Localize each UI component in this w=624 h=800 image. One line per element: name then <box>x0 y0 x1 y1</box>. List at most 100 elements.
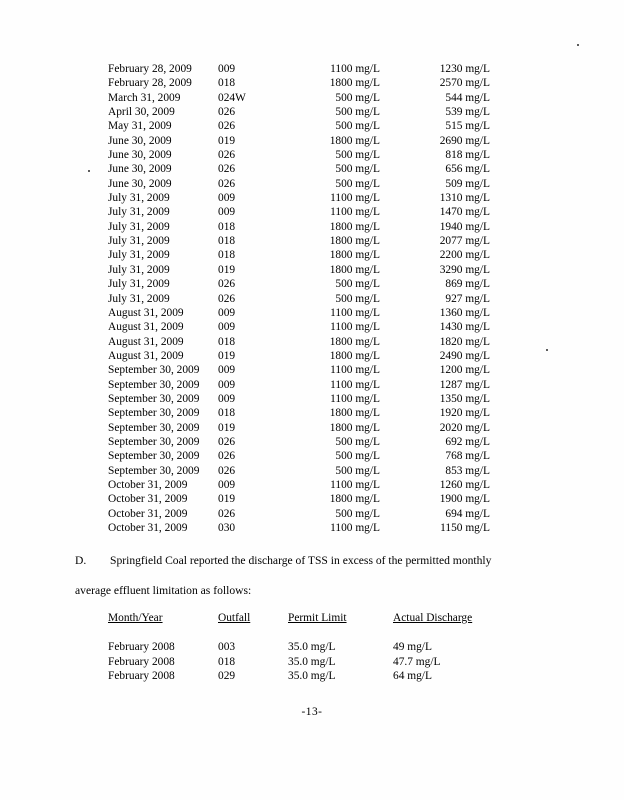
table-cell-actual-discharge: 1820 mg/L <box>439 335 490 348</box>
column-header-permit-limit: Permit Limit <box>288 612 347 624</box>
table-cell-outfall: 009 <box>218 478 236 491</box>
table-cell-outfall: 009 <box>218 321 236 334</box>
table-cell-permit-limit: 1800 mg/L <box>329 263 380 276</box>
table-cell-actual-discharge: 2570 mg/L <box>439 77 490 90</box>
table-row: July 31, 2009 009 1100 mg/L 1470 mg/L <box>108 205 508 219</box>
table-cell-actual-discharge: 768 mg/L <box>445 450 490 463</box>
table-row: August 31, 2009 009 1100 mg/L 1430 mg/L <box>108 320 508 334</box>
table-cell-permit-limit: 1100 mg/L <box>330 306 380 319</box>
table-cell-outfall: 026 <box>218 163 236 176</box>
table-cell-date: September 30, 2009 <box>108 464 200 477</box>
table-cell-permit-limit: 35.0 mg/L <box>288 655 336 668</box>
table-cell-date: October 31, 2009 <box>108 478 188 491</box>
table-row: February 28, 2009 018 1800 mg/L 2570 mg/L <box>108 76 508 90</box>
table-cell-actual-discharge: 869 mg/L <box>445 278 490 291</box>
table-cell-permit-limit: 1100 mg/L <box>330 192 380 205</box>
table-row: September 30, 2009 018 1800 mg/L 1920 mg/L <box>108 406 508 420</box>
table-cell-date: March 31, 2009 <box>108 91 181 104</box>
table-cell-permit-limit: 500 mg/L <box>335 106 380 119</box>
scan-speck <box>546 349 548 351</box>
table-cell-actual-discharge: 544 mg/L <box>445 91 490 104</box>
table-cell-actual-discharge: 656 mg/L <box>445 163 490 176</box>
table-cell-date: September 30, 2009 <box>108 364 200 377</box>
table-cell-permit-limit: 500 mg/L <box>335 278 380 291</box>
table-cell-actual-discharge: 1360 mg/L <box>439 306 490 319</box>
table-cell-outfall: 018 <box>218 77 236 90</box>
table-row: August 31, 2009 019 1800 mg/L 2490 mg/L <box>108 349 508 363</box>
exceedance-table-continued: February 28, 2009 009 1100 mg/L 1230 mg/L Fe… <box>108 62 508 535</box>
table-cell-permit-limit: 1100 mg/L <box>330 321 380 334</box>
table-cell-date: July 31, 2009 <box>108 278 170 291</box>
table-cell-month-year: February 2008 <box>108 655 175 668</box>
paragraph-d: D. Springfield Coal reported the dischar… <box>75 552 545 597</box>
table-cell-date: July 31, 2009 <box>108 249 170 262</box>
table-cell-outfall: 009 <box>218 206 236 219</box>
table-cell-permit-limit: 1100 mg/L <box>330 478 380 491</box>
table-cell-date: September 30, 2009 <box>108 450 200 463</box>
page-number: -13- <box>301 706 323 718</box>
table-cell-permit-limit: 1800 mg/L <box>329 421 380 434</box>
table-row: August 31, 2009 018 1800 mg/L 1820 mg/L <box>108 335 508 349</box>
table-cell-permit-limit: 1100 mg/L <box>330 206 380 219</box>
table-cell-actual-discharge: 1430 mg/L <box>439 321 490 334</box>
table-cell-date: August 31, 2009 <box>108 321 184 334</box>
table-cell-date: June 30, 2009 <box>108 134 172 147</box>
table-cell-actual-discharge: 2200 mg/L <box>439 249 490 262</box>
table-cell-actual-discharge: 2690 mg/L <box>439 134 490 147</box>
table-cell-outfall: 018 <box>218 235 236 248</box>
table-row: October 31, 2009 009 1100 mg/L 1260 mg/L <box>108 478 508 492</box>
table-cell-outfall: 026 <box>218 149 236 162</box>
column-header-actual-discharge: Actual Discharge <box>393 612 473 624</box>
table-row: June 30, 2009 026 500 mg/L 656 mg/L <box>108 162 508 176</box>
table-cell-outfall: 019 <box>218 263 236 276</box>
table-cell-actual-discharge: 2490 mg/L <box>439 349 490 362</box>
table-cell-actual-discharge: 1900 mg/L <box>439 493 490 506</box>
table-cell-permit-limit: 1800 mg/L <box>329 407 380 420</box>
table-row: June 30, 2009 019 1800 mg/L 2690 mg/L <box>108 134 508 148</box>
table-cell-permit-limit: 500 mg/L <box>335 292 380 305</box>
table-cell-outfall: 009 <box>218 63 236 75</box>
table-cell-outfall: 019 <box>218 134 236 147</box>
table-cell-outfall: 026 <box>218 120 236 133</box>
table-row: June 30, 2009 026 500 mg/L 818 mg/L <box>108 148 508 162</box>
table-cell-outfall: 018 <box>218 407 236 420</box>
table-cell-permit-limit: 1800 mg/L <box>329 335 380 348</box>
table-cell-outfall: 009 <box>218 364 236 377</box>
table-row: February 2008 029 35.0 mg/L 64 mg/L <box>108 669 508 684</box>
table-cell-actual-discharge: 1260 mg/L <box>439 478 490 491</box>
table-cell-outfall: 026 <box>218 278 236 291</box>
column-header-outfall: Outfall <box>218 612 251 624</box>
table-row: July 31, 2009 018 1800 mg/L 2200 mg/L <box>108 248 508 262</box>
table-cell-outfall: 018 <box>218 249 236 262</box>
table-cell-permit-limit: 1800 mg/L <box>329 249 380 262</box>
table-cell-outfall: 018 <box>218 335 236 348</box>
table-row: September 30, 2009 026 500 mg/L 853 mg/L <box>108 464 508 478</box>
table-cell-outfall: 026 <box>218 507 236 520</box>
table-cell-permit-limit: 1800 mg/L <box>329 77 380 90</box>
table-cell-date: June 30, 2009 <box>108 163 172 176</box>
table-cell-actual-discharge: 515 mg/L <box>445 120 490 133</box>
table-cell-date: February 28, 2009 <box>108 77 192 90</box>
table-cell-outfall: 026 <box>218 450 236 463</box>
table-row: October 31, 2009 019 1800 mg/L 1900 mg/L <box>108 492 508 506</box>
table-cell-date: October 31, 2009 <box>108 507 188 520</box>
table-row: October 31, 2009 026 500 mg/L 694 mg/L <box>108 507 508 521</box>
table-cell-date: July 31, 2009 <box>108 192 170 205</box>
table-cell-permit-limit: 1800 mg/L <box>329 235 380 248</box>
table-row: April 30, 2009 026 500 mg/L 539 mg/L <box>108 105 508 119</box>
table-cell-date: July 31, 2009 <box>108 292 170 305</box>
table-cell-actual-discharge: 1310 mg/L <box>439 192 490 205</box>
table-cell-permit-limit: 1800 mg/L <box>329 493 380 506</box>
table-row: June 30, 2009 026 500 mg/L 509 mg/L <box>108 177 508 191</box>
table-row: September 30, 2009 026 500 mg/L 692 mg/L <box>108 435 508 449</box>
table-cell-outfall: 026 <box>218 292 236 305</box>
table-cell-date: July 31, 2009 <box>108 263 170 276</box>
table-cell-date: August 31, 2009 <box>108 306 184 319</box>
table-cell-date: October 31, 2009 <box>108 522 188 534</box>
table-row: May 31, 2009 026 500 mg/L 515 mg/L <box>108 119 508 133</box>
tss-table-body: February 2008 003 35.0 mg/L 49 mg/L February… <box>108 640 508 684</box>
table-cell-outfall: 018 <box>218 220 236 233</box>
table-cell-actual-discharge: 2077 mg/L <box>439 235 490 248</box>
table-cell-date: September 30, 2009 <box>108 378 200 391</box>
table-row: July 31, 2009 019 1800 mg/L 3290 mg/L <box>108 263 508 277</box>
